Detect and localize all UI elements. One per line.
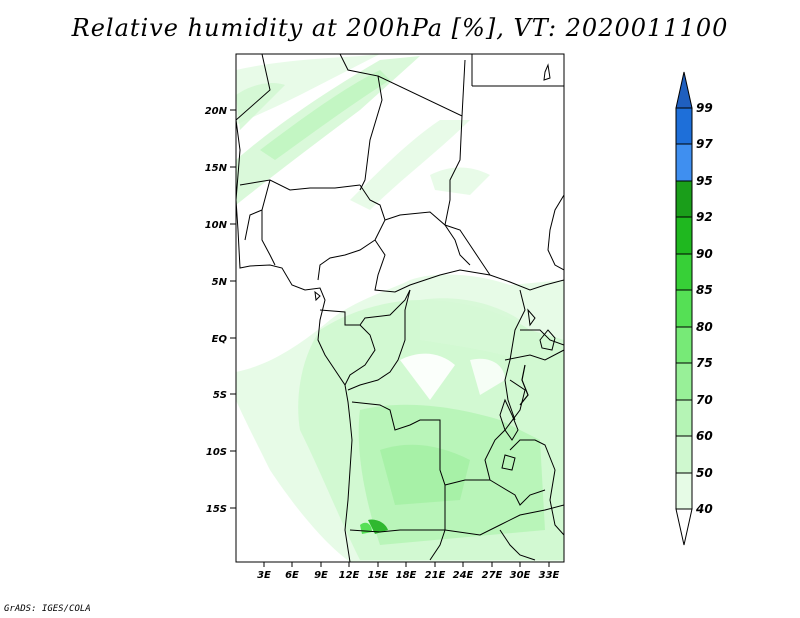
colorbar-label: 75	[696, 356, 713, 370]
lat-label: 10N	[205, 220, 228, 231]
lat-label: 5N	[212, 277, 228, 288]
colorbar: 99 97 95 92 90 85 80 75 70 60 50 40	[675, 71, 713, 546]
colorbar-segment	[675, 399, 693, 437]
country-borders	[236, 54, 564, 562]
colorbar-segment	[675, 362, 693, 401]
lat-label: 15N	[205, 163, 228, 174]
lon-label: 33E	[539, 570, 560, 581]
lon-label: 9E	[314, 570, 328, 581]
colorbar-label: 85	[696, 283, 713, 297]
latitude-axis: 20N 15N 10N 5N EQ 5S 10S 15S	[205, 106, 236, 515]
lon-label: 27E	[482, 570, 503, 581]
colorbar-label: 60	[696, 429, 713, 443]
humidity-field	[236, 54, 564, 562]
colorbar-top-arrow	[675, 71, 693, 109]
colorbar-label: 70	[696, 393, 713, 407]
colorbar-label: 80	[696, 320, 713, 334]
colorbar-label: 95	[696, 174, 713, 188]
colorbar-segment	[675, 107, 693, 145]
map-frame	[235, 53, 565, 563]
colorbar-label: 92	[696, 210, 713, 224]
lat-label: 15S	[206, 504, 227, 515]
colorbar-segment	[675, 216, 693, 255]
colorbar-segment	[675, 180, 693, 218]
lon-label: 15E	[368, 570, 389, 581]
grads-credit: GrADS: IGES/COLA	[4, 604, 91, 614]
colorbar-bottom-arrow	[675, 508, 693, 546]
colorbar-segment	[675, 435, 693, 474]
colorbar-label: 99	[696, 101, 713, 115]
colorbar-segment	[675, 253, 693, 291]
colorbar-label: 40	[695, 502, 713, 516]
colorbar-label: 90	[696, 247, 713, 261]
lat-label: 10S	[206, 447, 227, 458]
colorbar-label: 97	[696, 137, 713, 151]
lon-label: 6E	[285, 570, 299, 581]
colorbar-label: 50	[696, 466, 713, 480]
lat-label: EQ	[212, 334, 228, 345]
colorbar-segment	[675, 289, 693, 328]
lon-label: 12E	[339, 570, 360, 581]
lon-label: 24E	[453, 570, 474, 581]
colorbar-segment	[675, 143, 693, 182]
lon-label: 21E	[425, 570, 446, 581]
lat-label: 20N	[205, 106, 228, 117]
lon-label: 18E	[396, 570, 417, 581]
lon-label: 30E	[510, 570, 531, 581]
longitude-axis: 3E 6E 9E 12E 15E 18E 21E 24E 27E 30E 33E	[257, 562, 560, 581]
colorbar-segment	[675, 326, 693, 364]
colorbar-segment	[675, 472, 693, 510]
lat-label: 5S	[213, 390, 227, 401]
lon-label: 3E	[257, 570, 271, 581]
map-title: Relative humidity at 200hPa [%], VT: 202…	[71, 14, 729, 42]
